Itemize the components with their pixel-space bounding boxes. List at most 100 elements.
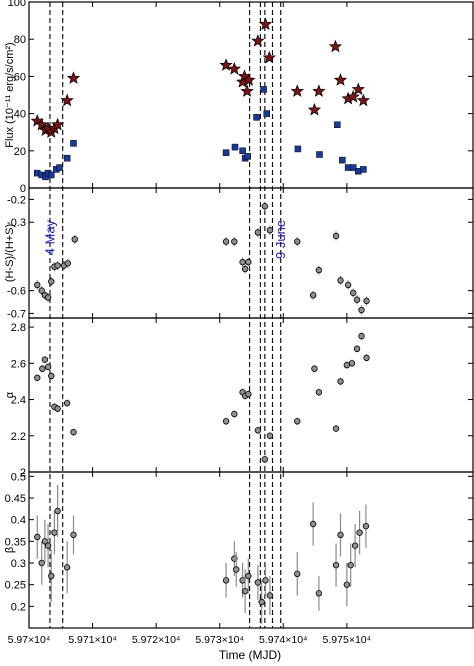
- data-point-square: [294, 145, 302, 153]
- data-point-square: [334, 121, 341, 129]
- data-point-circle: [254, 579, 262, 586]
- y-tick-label: -0.3: [7, 217, 26, 229]
- data-point-circle: [258, 598, 265, 606]
- x-tick-label: 5.974×10⁴: [259, 634, 308, 646]
- y-tick-label: -0.6: [7, 286, 26, 298]
- data-point-star: [258, 17, 273, 30]
- panel-frame: [28, 187, 474, 319]
- data-point-circle: [309, 520, 317, 528]
- y-axis-label: β: [4, 547, 16, 553]
- data-point-star: [242, 73, 256, 86]
- data-point-star: [312, 84, 326, 97]
- data-point-circle: [44, 363, 52, 371]
- data-point-circle: [70, 428, 77, 436]
- panel-frame: [28, 471, 474, 629]
- y-tick-label: 0.25: [5, 580, 26, 592]
- data-point-circle: [332, 232, 340, 240]
- data-point-circle: [48, 572, 55, 580]
- data-point-circle: [44, 294, 52, 301]
- data-point-star: [60, 93, 74, 107]
- y-tick-label: 2.2: [11, 431, 26, 443]
- panel-2: (H-S)/(H+S) -0.7 -0.6 -0.3 -0.2: [4, 187, 474, 320]
- data-point-square: [244, 153, 251, 160]
- data-point-star: [328, 39, 343, 53]
- data-point-square: [253, 114, 260, 121]
- data-point-circle: [337, 277, 344, 284]
- y-tick-label: 40: [14, 109, 26, 121]
- data-point-circle: [231, 238, 238, 245]
- data-point-circle: [34, 281, 41, 289]
- panel-4: β 0.2 0.25 0.3 0.35 0.4 0.45 0.5: [4, 471, 474, 629]
- data-point-square: [56, 164, 63, 171]
- y-tick-label: 20: [14, 146, 26, 158]
- y-tick-label: 0.35: [5, 536, 26, 548]
- data-point-star: [290, 84, 304, 97]
- data-point-circle: [41, 356, 49, 363]
- data-point-square: [48, 171, 55, 179]
- data-point-circle: [343, 581, 351, 588]
- data-point-square: [231, 143, 239, 151]
- y-tick-label: 80: [14, 34, 26, 46]
- data-point-circle: [51, 529, 58, 536]
- data-point-circle: [266, 432, 274, 439]
- data-point-star: [240, 84, 254, 97]
- data-point-star: [66, 71, 81, 84]
- data-point-circle: [266, 226, 274, 234]
- x-tick-label: 5.973×10⁴: [195, 634, 244, 646]
- data-point-circle: [311, 365, 318, 372]
- y-tick-label: 2.8: [11, 322, 26, 334]
- data-point-circle: [245, 572, 252, 580]
- data-point-circle: [34, 374, 41, 381]
- data-point-circle: [233, 566, 240, 573]
- data-point-circle: [63, 399, 71, 407]
- data-point-circle: [315, 590, 323, 597]
- data-point-circle: [309, 291, 317, 299]
- y-axis-label: α: [4, 391, 16, 398]
- data-point-circle: [54, 405, 61, 412]
- data-series: [30, 17, 371, 138]
- data-series: [34, 332, 370, 463]
- data-point-square: [260, 86, 267, 93]
- y-tick-label: 0.2: [11, 601, 26, 613]
- data-point-square: [239, 147, 246, 155]
- data-point-circle: [347, 561, 354, 569]
- data-point-circle: [245, 258, 252, 266]
- y-tick-label: 60: [14, 71, 26, 83]
- data-point-circle: [356, 529, 363, 536]
- data-point-circle: [344, 281, 352, 289]
- data-point-circle: [70, 531, 77, 539]
- vertical-marker-lines: [49, 2, 282, 628]
- data-point-circle: [332, 561, 340, 569]
- data-point-circle: [332, 425, 340, 432]
- data-point-circle: [358, 332, 365, 340]
- panel-frame: [28, 1, 474, 189]
- data-point-star: [251, 34, 265, 47]
- data-point-circle: [44, 542, 52, 549]
- y-axis-label: Flux (10⁻¹¹ erg/s/cm²): [4, 42, 16, 147]
- data-point-star: [219, 58, 233, 71]
- data-point-circle: [54, 262, 61, 269]
- data-point-circle: [48, 372, 55, 380]
- data-point-circle: [363, 354, 370, 362]
- y-tick-label: 0.5: [11, 471, 26, 483]
- data-point-circle: [294, 238, 301, 245]
- y-axis-label: (H-S)/(H+S): [4, 224, 16, 282]
- y-tick-label: 0: [20, 183, 26, 195]
- annotation-label: 9 June: [273, 220, 288, 259]
- data-point-circle: [261, 456, 269, 463]
- panel-3: α 2 2.2 2.4 2.6 2.8: [4, 317, 474, 479]
- data-point-circle: [353, 345, 361, 352]
- data-point-circle: [222, 238, 230, 245]
- data-point-square: [63, 154, 71, 162]
- y-tick-label: 2.6: [11, 358, 26, 370]
- data-point-circle: [351, 542, 359, 549]
- data-point-star: [227, 61, 241, 75]
- data-point-square: [316, 151, 323, 158]
- data-point-circle: [261, 203, 269, 210]
- data-point-circle: [38, 559, 45, 567]
- data-series: [34, 201, 370, 315]
- data-point-square: [360, 166, 367, 173]
- data-point-circle: [64, 260, 71, 267]
- data-point-star: [35, 117, 49, 131]
